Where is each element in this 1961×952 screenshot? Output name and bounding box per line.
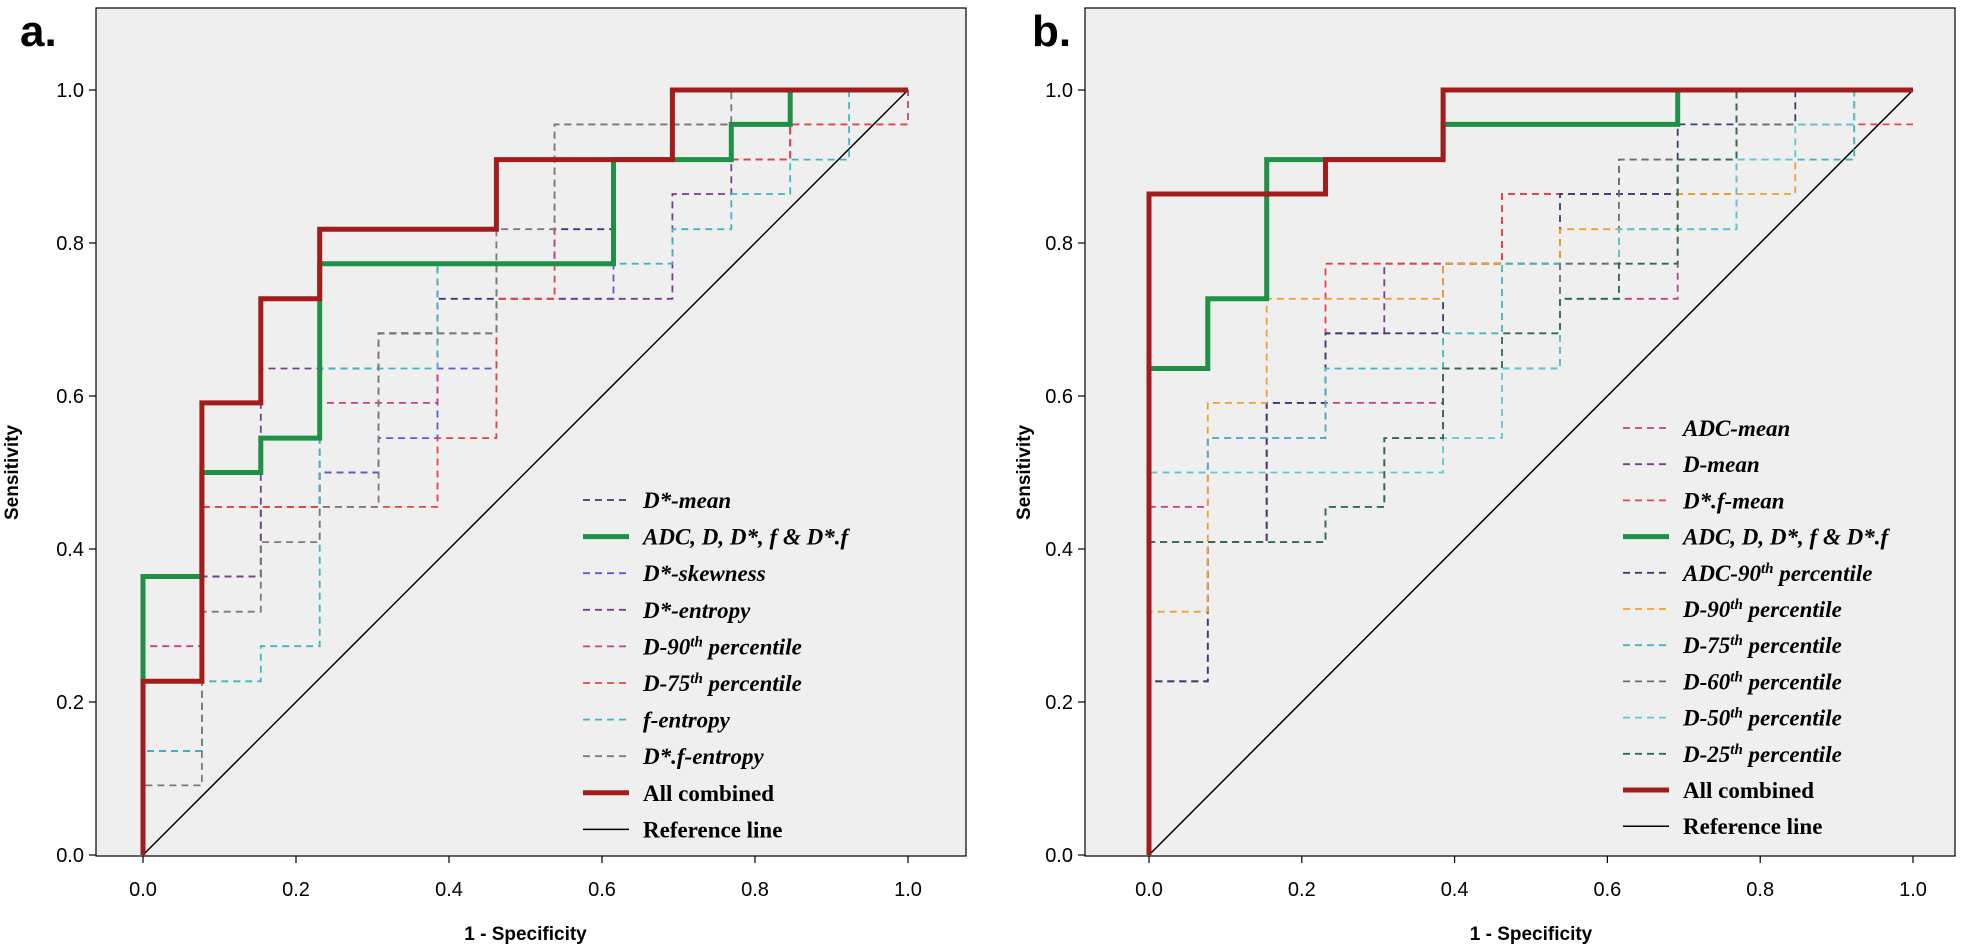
legend-label: Reference line — [1683, 814, 1822, 839]
legend-label: ADC-90th percentile — [1681, 561, 1872, 586]
panel-label: b. — [1032, 7, 1071, 56]
legend-label: D-mean — [1682, 452, 1760, 477]
legend-label: D*.f-entropy — [642, 744, 765, 769]
legend-label: D-25th percentile — [1682, 742, 1842, 767]
y-axis-title: Sensitivity — [1014, 425, 1035, 520]
legend-label: D-60th percentile — [1682, 669, 1842, 694]
y-tick-label: 1.0 — [1045, 80, 1073, 102]
y-tick-label: 0.4 — [1045, 539, 1073, 561]
panel-label: a. — [20, 7, 57, 56]
legend: ADC-mean D-mean D*.f-mean ADC, D, D*, f & D… — [1623, 416, 1890, 839]
x-tick-label: 0.4 — [435, 879, 463, 901]
legend-label: D*-mean — [642, 488, 731, 513]
y-tick-label: 0.4 — [56, 539, 84, 561]
series-line-reference-line — [1148, 89, 1914, 856]
legend-label: D-50th percentile — [1682, 706, 1842, 731]
series-line-all-combined — [140, 87, 908, 855]
x-tick-label: 0.0 — [1135, 879, 1163, 901]
x-tick-label: 1.0 — [1899, 879, 1927, 901]
series-line-adc-d-d-f-d-f — [1146, 87, 1913, 855]
x-tick-label: 0.6 — [588, 879, 616, 901]
x-tick-label: 0.8 — [1746, 879, 1774, 901]
series-line-all-combined — [1146, 87, 1913, 855]
y-tick-label: 1.0 — [56, 80, 84, 102]
legend-label: D*.f-mean — [1682, 488, 1785, 513]
legend-label: D*-skewness — [642, 561, 766, 586]
legend-label: ADC-mean — [1681, 416, 1790, 441]
y-tick-label: 0.8 — [1045, 233, 1073, 255]
series-line-d-60th-percentile — [1148, 89, 1913, 855]
y-tick-label: 0.0 — [56, 845, 84, 867]
y-axis-title: Sensitivity — [2, 425, 23, 520]
legend-label: D-75th percentile — [642, 671, 802, 696]
x-tick-label: 1.0 — [894, 879, 922, 901]
legend-label: D*-entropy — [642, 598, 751, 623]
chart-panel-b: b. 0.0 0.2 0.4 0.6 0.8 1.0 0.0 0.2 0.4 0.6 0.8 1.0 1 … — [1014, 7, 1956, 945]
series-line-reference-line — [142, 89, 909, 856]
chart-panel-a: a. 0.0 0.2 0.4 0.6 0.8 1.0 0.0 0.2 0.4 0.6 0.8 1.0 1 … — [2, 7, 967, 945]
y-tick-label: 0.6 — [1045, 386, 1073, 408]
legend-label: All combined — [1683, 778, 1814, 803]
plot-area — [95, 7, 967, 857]
legend-label: ADC, D, D*, f & D*.f — [1681, 525, 1890, 550]
x-axis-title: 1 - Specificity — [1470, 924, 1593, 945]
y-tick-label: 0.2 — [1045, 692, 1073, 714]
y-tick-label: 0.2 — [56, 692, 84, 714]
x-axis-title: 1 - Specificity — [464, 924, 587, 945]
legend-label: f-entropy — [643, 708, 731, 733]
x-tick-label: 0.8 — [741, 879, 769, 901]
legend-label: D-75th percentile — [1682, 633, 1842, 658]
x-tick-label: 0.0 — [129, 879, 157, 901]
legend: D*-mean ADC, D, D*, f & D*.f D*-skewness D*… — [583, 488, 850, 842]
x-tick-label: 0.6 — [1593, 879, 1621, 901]
x-tick-label: 0.2 — [282, 879, 310, 901]
y-tick-label: 0.6 — [56, 386, 84, 408]
legend-label: D-90th percentile — [1682, 597, 1842, 622]
legend-label: All combined — [643, 781, 774, 806]
series-line-d-25th-percentile — [1148, 89, 1913, 855]
legend-label: ADC, D, D*, f & D*.f — [641, 525, 850, 550]
x-tick-label: 0.4 — [1441, 879, 1469, 901]
y-tick-label: 0.0 — [1045, 845, 1073, 867]
y-tick-label: 0.8 — [56, 233, 84, 255]
legend-label: Reference line — [643, 817, 782, 842]
x-tick-label: 0.2 — [1288, 879, 1316, 901]
plot-area — [1084, 7, 1956, 857]
legend-label: D-90th percentile — [642, 634, 802, 659]
